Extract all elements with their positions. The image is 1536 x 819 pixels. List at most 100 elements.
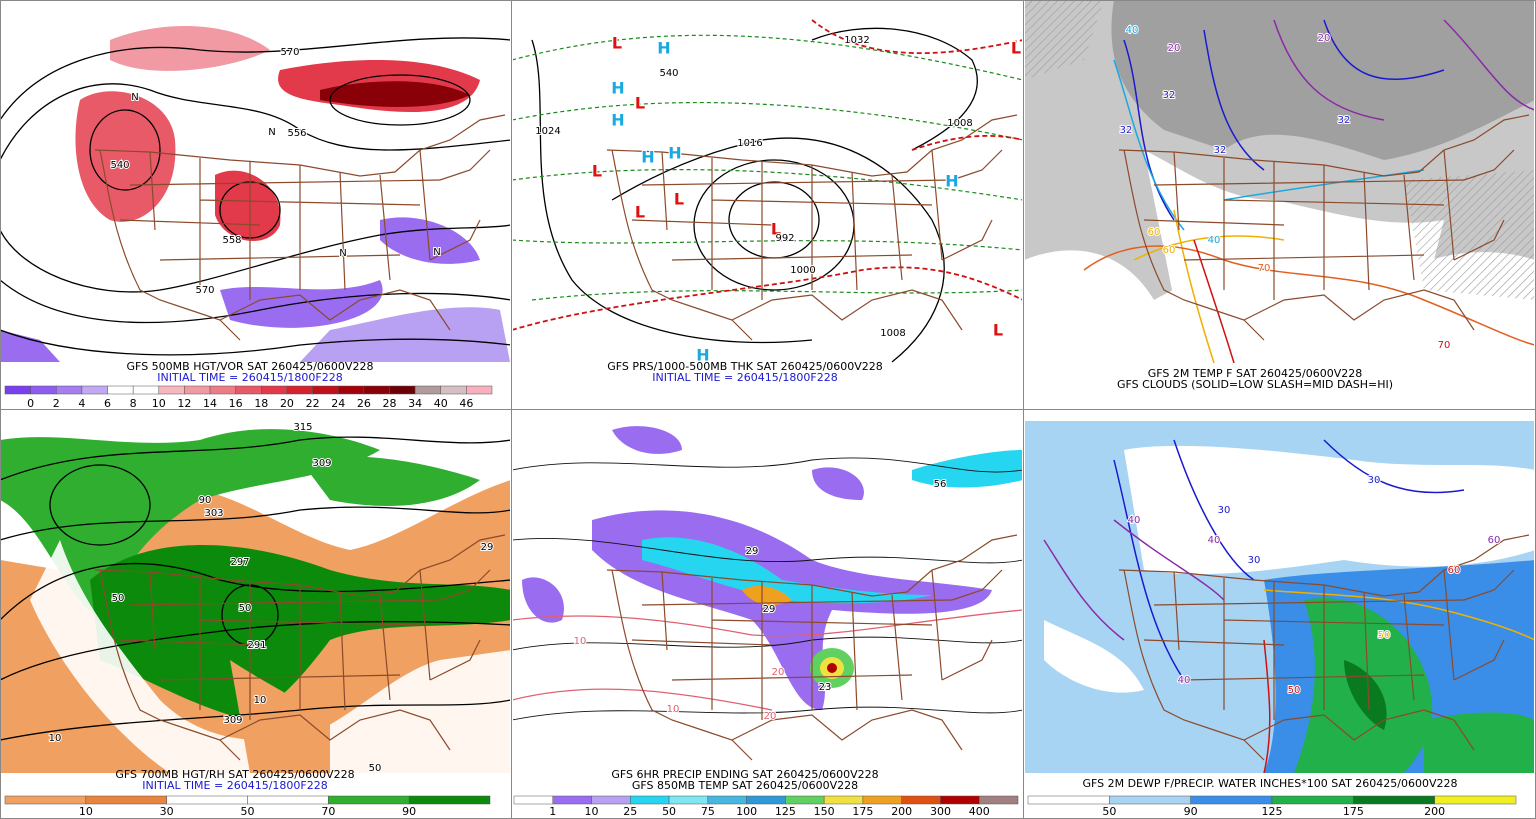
colorbar-swatch (668, 795, 709, 805)
colorbar-label: 175 (852, 805, 873, 818)
colorbar-label: 200 (891, 805, 912, 818)
colorbar-label: 70 (321, 805, 335, 818)
colorbar-label: 28 (382, 397, 396, 410)
colorbar-label: 25 (623, 805, 637, 818)
pressure-center: H (668, 144, 681, 163)
pressure-center: L (993, 321, 1003, 340)
contour-label: 540 (110, 160, 129, 171)
colorbar-swatch (56, 385, 83, 395)
contour-label: 32 (1338, 115, 1351, 126)
colorbar-label: 90 (402, 805, 416, 818)
contour-label: 309 (223, 715, 242, 726)
contour-label: N (433, 247, 440, 258)
pressure-center: H (611, 79, 624, 98)
colorbar-swatch (746, 795, 786, 805)
contour-label: 992 (775, 233, 794, 244)
caption: GFS 2M DEWP F/PRECIP. WATER INCHES*100 S… (1082, 777, 1457, 790)
contour-label: 40 (1208, 235, 1221, 246)
contour-label: 20 (764, 711, 777, 722)
map-pressure (513, 19, 1022, 363)
colorbar-label: 175 (1343, 805, 1364, 818)
colorbar-label: 10 (152, 397, 166, 410)
pressure-center: H (641, 148, 654, 167)
pressure-center: H (696, 346, 709, 365)
colorbar-label: 20 (280, 397, 294, 410)
pressure-center: L (612, 34, 622, 53)
colorbar-swatch (1190, 795, 1273, 805)
map-precip (513, 426, 1022, 761)
contour-label: 1016 (737, 138, 762, 149)
contour-label: 10 (254, 695, 267, 706)
contour-label: 32 (1120, 125, 1133, 136)
colorbar-label: 30 (160, 805, 174, 818)
pressure-center: L (635, 203, 645, 222)
caption: INITIAL TIME = 260415/1800F228 (142, 779, 327, 792)
colorbar-swatch (85, 795, 167, 805)
colorbar-swatch (184, 385, 211, 395)
caption: GFS 2M TEMP F SAT 260425/0600V228 (1148, 367, 1363, 380)
colorbar-label: 12 (177, 397, 191, 410)
colorbar-swatch (440, 385, 467, 395)
map-700mb (1, 421, 510, 773)
contour-label: 20 (772, 667, 785, 678)
colorbar-swatch (630, 795, 670, 805)
contour-label: N (268, 127, 275, 138)
colorbar-swatch (81, 385, 108, 395)
contour-label: 40 (1178, 675, 1191, 686)
pressure-center: L (1011, 39, 1021, 58)
colorbar-swatch (132, 385, 160, 395)
colorbar-label: 125 (775, 805, 796, 818)
contour-label: 570 (195, 285, 214, 296)
colorbar-label: 16 (229, 397, 243, 410)
caption: GFS 6HR PRECIP ENDING SAT 260425/0600V22… (611, 768, 878, 781)
colorbar-label: 150 (814, 805, 835, 818)
contour-label: 303 (204, 508, 223, 519)
contour-label: 60 (1448, 565, 1461, 576)
contour-label: 309 (312, 458, 331, 469)
colorbar-label: 6 (104, 397, 111, 410)
contour-label: 1008 (947, 118, 972, 129)
colorbar-swatch (591, 795, 631, 805)
colorbar-label: 400 (969, 805, 990, 818)
contour-label: 297 (230, 557, 249, 568)
caption: INITIAL TIME = 260415/1800F228 (157, 371, 342, 384)
contour-label: 291 (247, 640, 266, 651)
contour-label: 70 (1258, 263, 1271, 274)
contour-label: 29 (481, 542, 494, 553)
colorbar-label: 34 (408, 397, 422, 410)
colorbar-label: 300 (930, 805, 951, 818)
contour-label: 10 (49, 733, 62, 744)
colorbar-swatch (4, 385, 31, 395)
contour-label: N (131, 92, 138, 103)
colorbar-label: 90 (1184, 805, 1198, 818)
colorbar-swatch (466, 385, 493, 395)
pressure-center: L (635, 94, 645, 113)
colorbar-label: 50 (241, 805, 255, 818)
caption: GFS 850MB TEMP SAT 260425/0600V228 (632, 779, 858, 792)
colorbar-label: 10 (585, 805, 599, 818)
colorbar-swatch (107, 385, 134, 395)
caption: GFS PRS/1000-500MB THK SAT 260425/0600V2… (607, 360, 883, 373)
pressure-center: H (657, 39, 670, 58)
colorbar-label: 18 (254, 397, 268, 410)
contour-label: 50 (1378, 630, 1391, 641)
map-dewpoint (1025, 421, 1534, 773)
contour-label: 90 (199, 495, 212, 506)
contour-label: 315 (293, 422, 312, 433)
colorbar-swatch (823, 795, 864, 805)
contour-label: 20 (1168, 43, 1181, 54)
contour-label: 40 (1126, 25, 1139, 36)
colorbar-label: 75 (701, 805, 715, 818)
colorbar-swatch (785, 795, 825, 805)
contour-label: 56 (934, 479, 947, 490)
colorbar-swatch (707, 795, 747, 805)
contour-label: 29 (746, 546, 759, 557)
colorbar-label: 50 (1102, 805, 1116, 818)
colorbar-label: 8 (130, 397, 137, 410)
colorbar-swatch (1027, 795, 1110, 805)
map-temp-clouds (1025, 1, 1534, 363)
contour-label: 20 (1318, 33, 1331, 44)
pressure-center: H (945, 172, 958, 191)
contour-label: 29 (763, 604, 776, 615)
contour-label: 50 (369, 763, 382, 774)
